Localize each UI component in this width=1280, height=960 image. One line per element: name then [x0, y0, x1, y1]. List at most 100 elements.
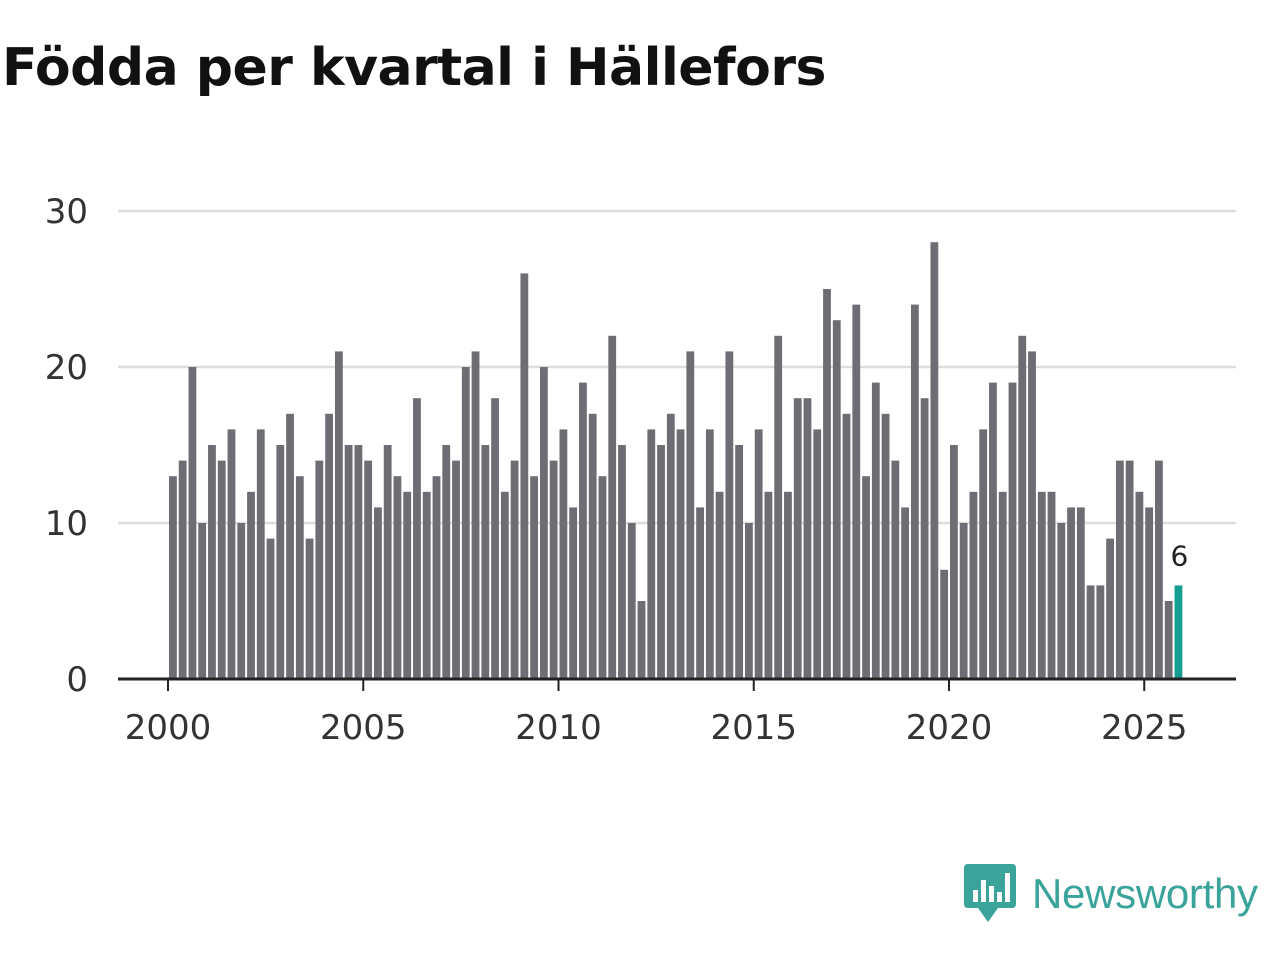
bar — [198, 523, 207, 679]
bar — [920, 398, 929, 679]
bar — [715, 491, 724, 679]
bar — [647, 429, 656, 679]
y-tick-label: 0 — [66, 660, 88, 700]
bar — [774, 335, 783, 679]
bar — [940, 569, 949, 679]
bar-highlight — [1174, 585, 1183, 679]
bar — [627, 523, 636, 679]
bar — [1155, 460, 1163, 679]
y-tick-label: 10 — [45, 504, 88, 544]
bar — [1106, 538, 1115, 679]
bar — [852, 304, 861, 679]
bar — [286, 413, 294, 679]
highlight-value-label: 6 — [1171, 539, 1189, 572]
bar — [374, 507, 382, 679]
bar — [334, 351, 343, 679]
bar — [989, 382, 997, 679]
bar — [461, 367, 470, 679]
bar — [676, 429, 685, 679]
x-tick-label: 2025 — [1101, 708, 1188, 748]
bar — [998, 491, 1007, 679]
bar — [491, 398, 499, 679]
bar — [969, 491, 978, 679]
bar — [500, 491, 509, 679]
bar — [588, 413, 597, 679]
bar — [364, 460, 373, 679]
bar — [666, 413, 675, 679]
brand-logo: Newsworthy — [964, 864, 1258, 924]
bar — [1018, 335, 1027, 679]
bar — [442, 445, 451, 679]
bar — [764, 491, 773, 679]
bar — [383, 445, 392, 679]
bar — [413, 398, 421, 679]
bar — [569, 507, 578, 679]
bar — [530, 476, 539, 679]
bar — [325, 413, 334, 679]
bar — [579, 382, 587, 679]
bar — [266, 538, 275, 679]
bar — [178, 460, 187, 679]
bar — [901, 507, 909, 679]
x-tick-label: 2005 — [320, 708, 407, 748]
bar — [549, 460, 558, 679]
bar — [256, 429, 265, 679]
bar — [862, 476, 870, 679]
bar — [832, 320, 841, 679]
bar — [725, 351, 734, 679]
bar — [1067, 507, 1075, 679]
bar — [1145, 507, 1154, 679]
bar — [422, 491, 431, 679]
bar — [881, 413, 890, 679]
bar — [950, 445, 958, 679]
x-tick-label: 2020 — [906, 708, 993, 748]
bar — [637, 601, 646, 679]
bar — [1037, 491, 1046, 679]
bar-chart: 0 10 20 30 6 2000 2005 2010 2015 2020 2025 — [45, 192, 1236, 748]
bar — [930, 242, 939, 679]
bar — [403, 491, 412, 679]
bar — [227, 429, 236, 679]
bar — [871, 382, 880, 679]
bar — [432, 476, 441, 679]
bar — [754, 429, 763, 679]
bar — [559, 429, 568, 679]
x-tick-label: 2010 — [515, 708, 602, 748]
bar — [481, 445, 490, 679]
bar — [169, 476, 177, 679]
bar — [705, 429, 714, 679]
bars — [169, 242, 1183, 679]
bar — [510, 460, 519, 679]
bar — [452, 460, 460, 679]
bar — [1047, 491, 1056, 679]
bar — [1086, 585, 1095, 679]
bar — [1008, 382, 1017, 679]
axes — [118, 677, 1236, 691]
bar — [344, 445, 353, 679]
bar — [657, 445, 665, 679]
bar — [393, 476, 402, 679]
bar — [208, 445, 216, 679]
bar — [744, 523, 753, 679]
bar — [784, 491, 792, 679]
bar — [686, 351, 695, 679]
bar — [539, 367, 548, 679]
bar — [979, 429, 988, 679]
bar — [598, 476, 607, 679]
bar — [1164, 601, 1173, 679]
bar — [1125, 460, 1134, 679]
chart-title: Födda per kvartal i Hällefors — [2, 38, 827, 98]
bar — [1057, 523, 1066, 679]
y-tick-label: 30 — [45, 192, 88, 232]
bar — [217, 460, 226, 679]
x-tick-label: 2015 — [710, 708, 797, 748]
bar — [959, 523, 968, 679]
bar — [823, 289, 831, 679]
labels: 0 10 20 30 6 2000 2005 2010 2015 2020 2025 — [45, 192, 1189, 748]
bar — [276, 445, 285, 679]
bar — [295, 476, 304, 679]
bar — [237, 523, 246, 679]
bar — [813, 429, 822, 679]
bar — [696, 507, 704, 679]
bar — [1076, 507, 1085, 679]
